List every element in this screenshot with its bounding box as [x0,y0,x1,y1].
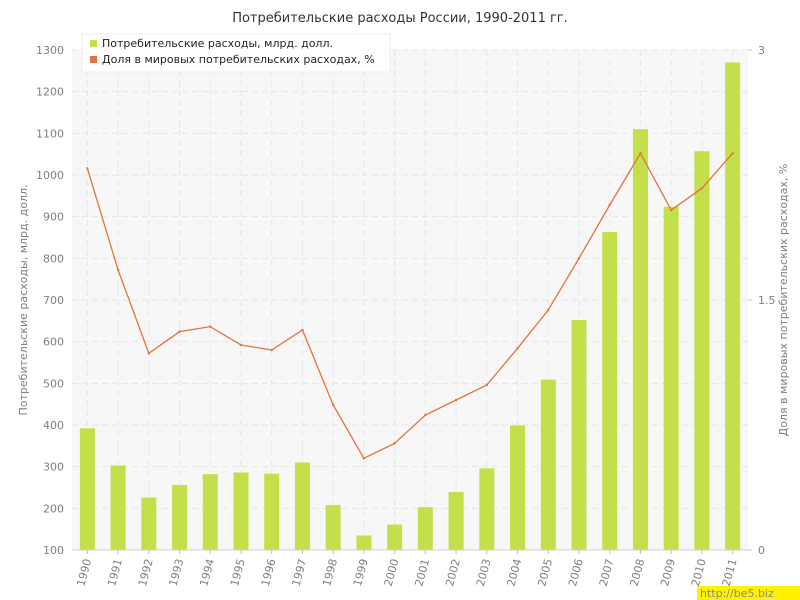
left-tick-label: 600 [43,336,64,349]
left-tick-label: 700 [43,294,64,307]
legend: Потребительские расходы, млрд. долл. Дол… [81,33,391,73]
legend-swatch-bar [90,40,97,47]
legend-label-bar: Потребительские расходы, млрд. долл. [102,37,333,50]
bar-2004 [510,425,526,550]
left-tick-label: 500 [43,377,64,390]
bar-1992 [141,497,157,550]
line-series [86,152,734,460]
bar-1995 [233,472,249,550]
share-point-1994 [209,325,212,328]
share-point-1995 [239,343,243,347]
watermark-background [697,586,800,600]
bar-2005 [540,379,556,550]
bar-1993 [172,485,188,550]
left-tick-label: 100 [43,544,64,557]
share-point-1992 [147,352,151,355]
share-point-2004 [516,347,519,350]
bar-1996 [264,473,280,550]
share-point-2000 [393,442,396,445]
share-point-2006 [577,257,581,260]
left-tick-label: 1000 [36,169,64,182]
bar-1994 [202,474,218,550]
legend-swatch-line [90,56,97,63]
bar-1997 [294,462,310,550]
share-point-2009 [669,208,673,212]
share-line [86,152,734,460]
left-tick-label: 800 [43,252,64,265]
left-tick-label: 1100 [36,127,64,140]
legend-box [81,33,391,73]
right-tick-label: 1.5 [758,294,776,307]
chart-title: Потребительские расходы России, 1990-201… [232,11,568,26]
left-axis-title: Потребительские расходы, млрд. долл. [17,185,30,416]
bar-2001 [417,507,433,550]
watermark: http://be5.biz [697,586,800,600]
bar-2008 [632,129,648,550]
legend-label-line: Доля в мировых потребительских расходах,… [102,53,375,66]
share-point-2010 [700,187,704,190]
bar-1990 [79,428,95,550]
share-point-1993 [178,330,181,333]
bar-2003 [479,468,495,550]
left-tick-label: 400 [43,419,64,432]
left-tick-label: 1300 [36,44,64,57]
left-axis-ticks: 100 200 300 400 500 600 700 800 900 1000 1100 1200 1… [36,44,64,557]
share-point-2007 [608,203,611,207]
left-tick-label: 1200 [36,86,64,99]
right-axis-title: Доля в мировых потребительских расходах,… [777,164,790,437]
right-tick-label: 3 [758,44,765,57]
bar-2009 [663,206,679,550]
bar-1998 [325,505,341,550]
bar-2011 [725,62,741,550]
share-point-2011 [731,152,734,155]
bar-2010 [694,151,710,550]
share-point-2008 [639,152,642,155]
right-tick-label: 0 [758,544,765,557]
bar-1991 [110,465,126,550]
bar-2000 [387,524,403,550]
share-point-1998 [331,403,335,407]
bar-2006 [571,320,587,550]
left-tick-label: 300 [43,461,64,474]
share-point-1990 [86,167,89,170]
bar-2002 [448,492,464,550]
share-point-1996 [270,348,273,352]
left-tick-label: 200 [43,502,64,515]
share-point-2001 [424,413,427,417]
bar-series [79,62,741,551]
share-point-2003 [485,383,489,387]
share-point-2002 [454,398,458,402]
share-point-1997 [301,328,304,332]
share-point-2005 [547,308,550,312]
share-point-1991 [116,268,120,272]
share-point-1999 [362,457,366,460]
right-axis-ticks: 01.53 [748,44,776,557]
bar-2007 [602,232,618,551]
bar-1999 [356,535,372,550]
left-tick-label: 900 [43,211,64,224]
watermark-text: http://be5.biz [700,587,774,600]
